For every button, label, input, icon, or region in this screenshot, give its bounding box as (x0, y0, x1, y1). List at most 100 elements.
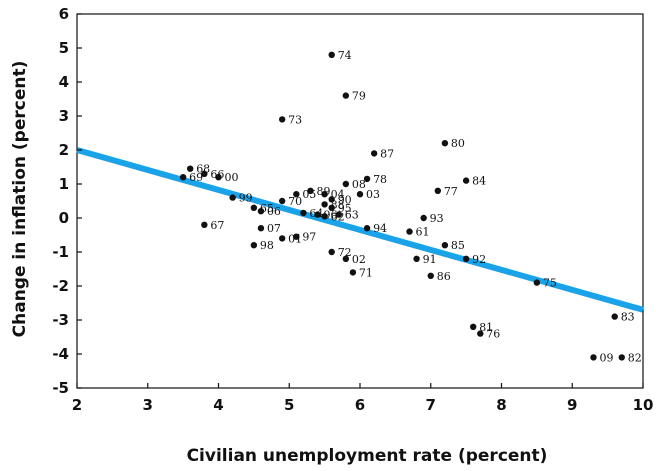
point-label: 75 (543, 277, 557, 290)
y-tick-label: -3 (52, 311, 69, 329)
point-label: 02 (352, 253, 366, 266)
y-tick-label: -5 (52, 379, 69, 397)
data-point (201, 221, 208, 228)
data-point (278, 116, 286, 123)
point-label: 71 (359, 266, 373, 279)
data-point (307, 187, 314, 194)
points-layer: 7479738087846866006999058908780470900377… (179, 49, 642, 364)
data-point (349, 269, 357, 276)
point-label: 78 (373, 173, 387, 186)
x-tick-label: 9 (567, 396, 577, 414)
data-point (590, 354, 597, 361)
data-point (434, 187, 442, 194)
data-point (342, 255, 350, 262)
data-point (250, 204, 258, 211)
data-point (406, 228, 413, 235)
point-label: 91 (423, 253, 437, 266)
point-label: 09 (599, 351, 613, 364)
x-tick-label: 6 (355, 396, 365, 414)
x-axis-ticks: 2 3 4 5 6 7 8 9 10 (72, 383, 654, 414)
y-tick-label: -2 (52, 277, 69, 295)
data-point (229, 194, 236, 201)
point-label: 95 (338, 202, 352, 215)
data-point (257, 208, 265, 215)
point-label: 74 (338, 49, 352, 62)
data-point (293, 233, 300, 240)
point-label: 86 (437, 270, 451, 283)
data-point (328, 204, 335, 211)
point-label: 73 (288, 113, 302, 126)
x-tick-label: 3 (143, 396, 153, 414)
point-label: 06 (267, 205, 281, 218)
data-point (328, 51, 335, 58)
point-label: 97 (302, 231, 316, 244)
data-point (441, 242, 449, 249)
point-label: 99 (239, 192, 253, 205)
y-axis-title: Change in inflation (percent) (10, 61, 30, 338)
point-label: 80 (451, 137, 465, 150)
y-tick-label: 3 (59, 107, 69, 125)
y-tick-label: 2 (59, 141, 69, 159)
data-point (215, 174, 222, 181)
point-label: 98 (260, 239, 274, 252)
data-point (618, 354, 625, 361)
point-label: 00 (225, 171, 239, 184)
data-point (321, 201, 328, 208)
data-point (611, 313, 618, 320)
point-label: 93 (430, 212, 444, 225)
point-label: 84 (472, 175, 486, 188)
x-tick-label: 10 (633, 396, 654, 414)
point-label: 81 (479, 321, 493, 334)
point-label: 87 (380, 147, 394, 160)
data-point (250, 242, 258, 249)
data-point (356, 191, 364, 198)
point-label: 08 (352, 178, 366, 191)
point-label: 03 (366, 188, 380, 201)
data-point (363, 175, 371, 183)
data-point (441, 140, 449, 147)
point-label: 79 (352, 90, 366, 103)
data-point (420, 214, 427, 222)
y-tick-label: 6 (59, 5, 69, 23)
data-point (321, 213, 328, 220)
data-point (533, 279, 541, 286)
point-label: 90 (338, 193, 352, 206)
y-axis-ticks: -5 -4 -3 -2 -1 0 1 2 3 4 5 6 (52, 5, 82, 397)
data-point (342, 92, 350, 99)
point-label: 67 (210, 219, 224, 232)
point-label: 92 (472, 253, 486, 266)
point-label: 72 (338, 246, 352, 259)
data-point (470, 323, 477, 330)
y-tick-label: -1 (52, 243, 69, 261)
y-tick-label: -4 (52, 345, 69, 363)
trendline-layer (76, 147, 644, 313)
point-label: 77 (444, 185, 458, 198)
x-tick-label: 2 (72, 396, 82, 414)
data-point (328, 196, 335, 203)
y-tick-label: 4 (59, 73, 69, 91)
x-tick-label: 8 (496, 396, 506, 414)
x-tick-label: 4 (213, 396, 223, 414)
data-point (328, 248, 335, 256)
point-label: 69 (189, 171, 203, 184)
trend-line (76, 147, 644, 313)
data-point (278, 197, 286, 205)
data-point (293, 191, 300, 198)
x-tick-label: 5 (284, 396, 294, 414)
data-point (462, 177, 470, 184)
point-label: 83 (621, 311, 635, 324)
point-label: 61 (416, 226, 430, 239)
data-point (477, 330, 484, 337)
data-point (300, 209, 307, 217)
y-tick-label: 5 (59, 39, 69, 57)
data-point (413, 255, 420, 262)
data-point (370, 150, 378, 157)
data-point (314, 211, 321, 218)
x-axis-title: Civilian unemployment rate (percent) (187, 446, 548, 466)
data-point (179, 174, 187, 181)
data-point (462, 255, 470, 262)
x-tick-label: 7 (426, 396, 436, 414)
point-label: 94 (373, 222, 387, 235)
plot-border (76, 13, 644, 389)
